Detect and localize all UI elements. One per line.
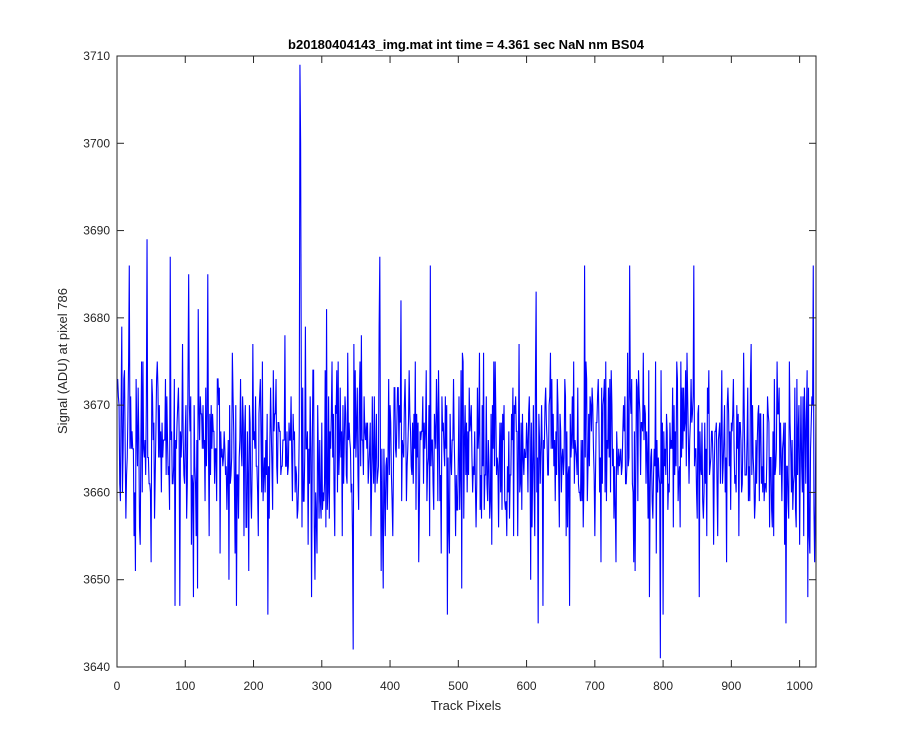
ticks-layer: 0 100 200 300 400 500 600 700 800 900 1000 3640 3650… bbox=[83, 49, 816, 693]
y-tick-label: 3680 bbox=[83, 311, 110, 325]
y-axis-label: Signal (ADU) at pixel 786 bbox=[55, 288, 70, 434]
series-layer bbox=[117, 64, 817, 659]
x-axis-label: Track Pixels bbox=[431, 698, 502, 713]
y-tick-label: 3640 bbox=[83, 660, 110, 674]
x-tick-label: 700 bbox=[585, 679, 605, 693]
axes-box bbox=[116, 55, 817, 668]
x-tick-label: 600 bbox=[517, 679, 537, 693]
series-line bbox=[117, 64, 817, 659]
x-tick-label: 100 bbox=[175, 679, 195, 693]
x-tick-label: 1000 bbox=[786, 679, 813, 693]
y-tick-label: 3690 bbox=[83, 224, 110, 238]
x-tick-label: 500 bbox=[448, 679, 468, 693]
x-tick-label: 0 bbox=[114, 679, 121, 693]
chart-title: b20180404143_img.mat int time = 4.361 se… bbox=[288, 37, 645, 52]
x-tick-label: 400 bbox=[380, 679, 400, 693]
x-tick-label: 900 bbox=[721, 679, 741, 693]
y-tick-label: 3660 bbox=[83, 485, 110, 499]
plot-area-background bbox=[117, 56, 816, 667]
y-tick-label: 3650 bbox=[83, 573, 110, 587]
x-tick-label: 200 bbox=[244, 679, 264, 693]
x-tick-label: 300 bbox=[312, 679, 332, 693]
y-tick-label: 3710 bbox=[83, 49, 110, 63]
x-tick-label: 800 bbox=[653, 679, 673, 693]
y-tick-label: 3670 bbox=[83, 398, 110, 412]
y-tick-label: 3700 bbox=[83, 136, 110, 150]
